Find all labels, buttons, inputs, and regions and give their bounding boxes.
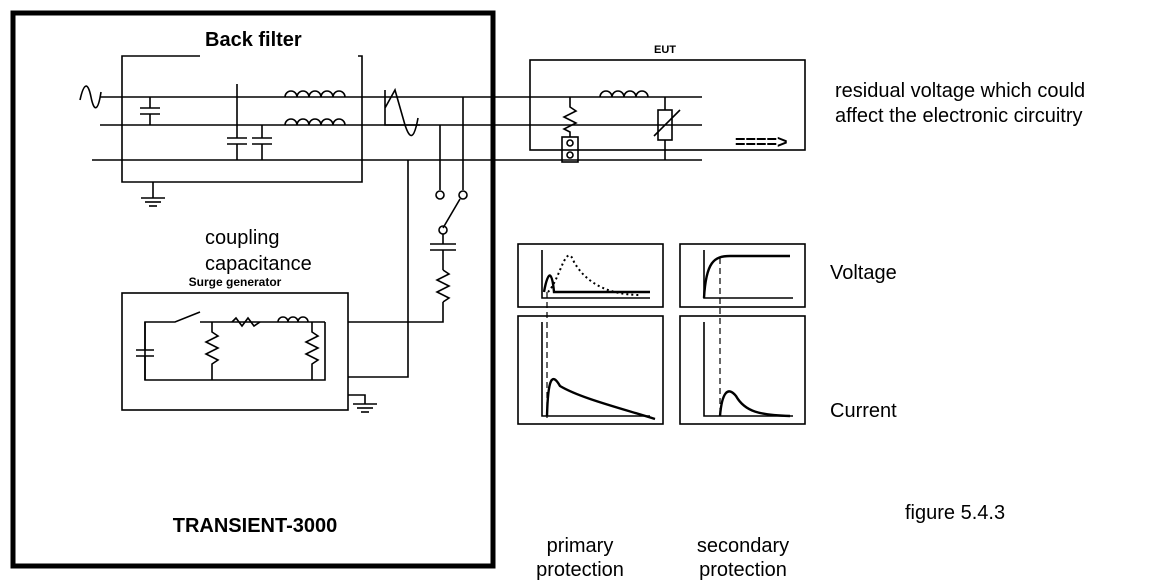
eut-arrow: ====> — [735, 132, 788, 152]
eut-label: EUT — [654, 44, 676, 56]
column-label: protection — [536, 559, 624, 581]
column-label: primary — [547, 535, 614, 557]
coupling-label: coupling — [205, 227, 280, 249]
coupling-label: capacitance — [205, 253, 312, 275]
voltage-label: Voltage — [830, 262, 897, 284]
schematic — [10, 10, 806, 569]
column-label: secondary — [697, 535, 789, 557]
caption: figure 5.4.3 — [905, 502, 1005, 524]
column-label: protection — [699, 559, 787, 581]
surge-generator-label: Surge generator — [189, 275, 282, 289]
back-filter-label: Back filter — [205, 29, 302, 51]
note-line: affect the electronic circuitry — [835, 105, 1083, 127]
device-label: TRANSIENT-3000 — [173, 515, 338, 537]
current-label: Current — [830, 400, 897, 422]
note-line: residual voltage which could — [835, 80, 1085, 102]
